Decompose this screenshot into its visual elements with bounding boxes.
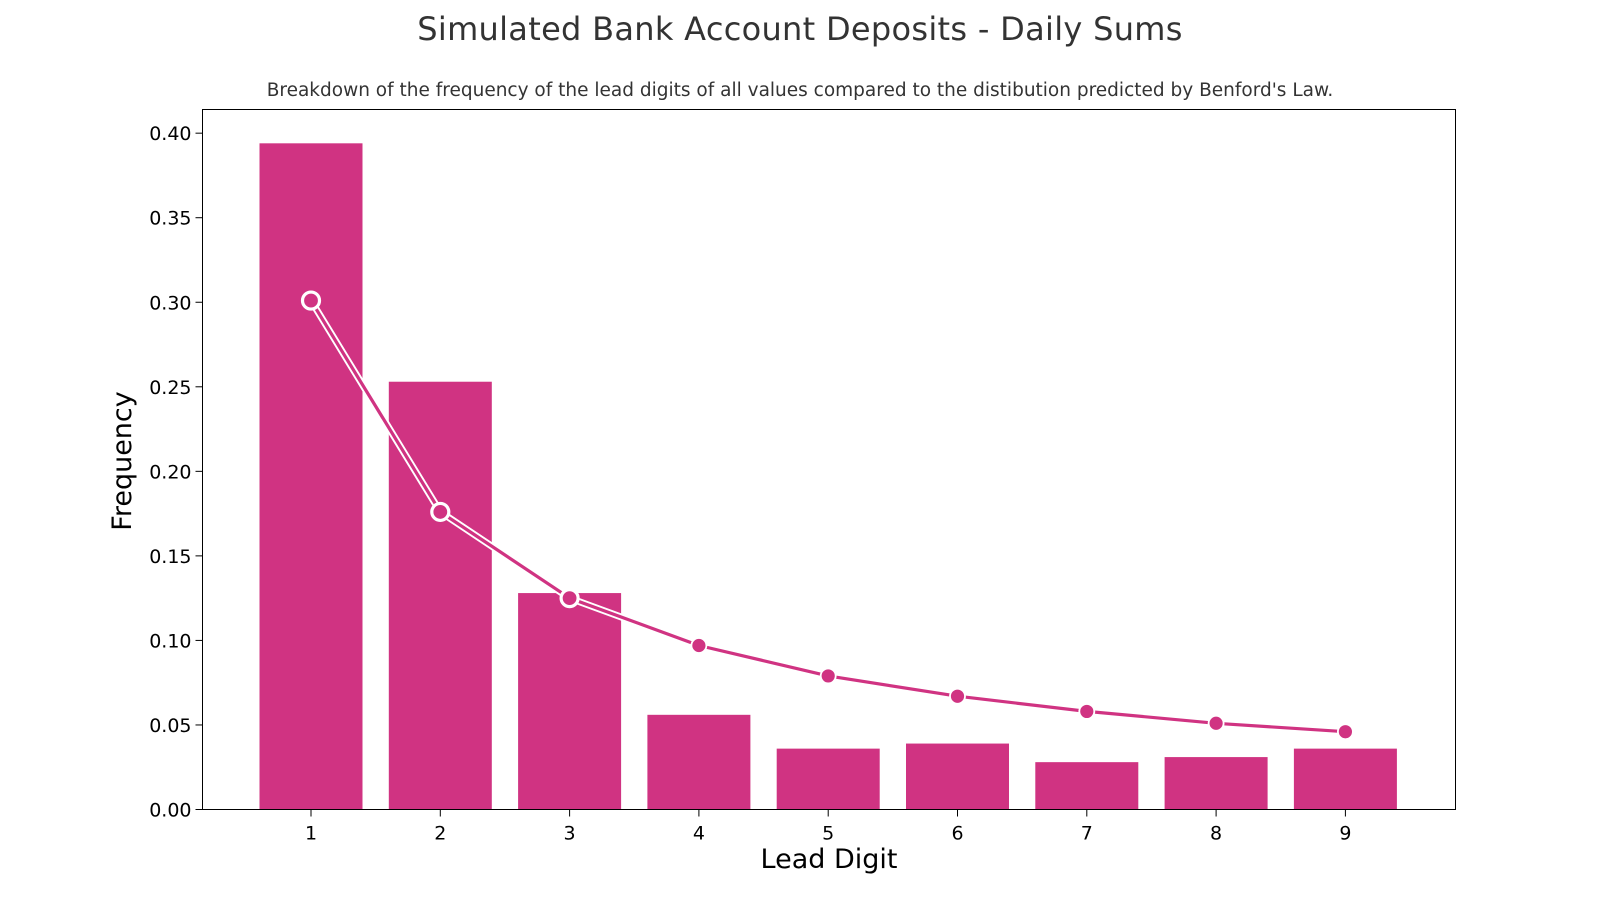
y-axis-label: Frequency [107, 391, 138, 531]
y-tick-label: 0.10 [149, 630, 191, 652]
x-tick-label: 1 [305, 823, 317, 845]
expected-point-digit-4 [690, 637, 708, 654]
bar-digit-6 [906, 743, 1009, 810]
y-tick-label: 0.25 [149, 377, 191, 399]
x-tick-label: 4 [693, 823, 705, 845]
bar-digit-1 [259, 143, 363, 810]
expected-point-digit-6 [949, 687, 966, 705]
chart-title: Simulated Bank Account Deposits - Daily … [417, 10, 1183, 48]
plot-frame [202, 109, 1456, 810]
y-tick-label: 0.20 [149, 461, 191, 483]
y-tick-label: 0.05 [149, 715, 191, 737]
expected-point-digit-7 [1078, 703, 1096, 720]
x-tick-label: 6 [951, 823, 963, 845]
markers-layer [300, 290, 1354, 741]
expected-point-digit-3 [559, 588, 580, 609]
bars-layer [259, 143, 1397, 810]
y-tick-label: 0.00 [149, 800, 191, 822]
expected-point-digit-1 [300, 290, 322, 311]
x-axis-label: Lead Digit [761, 844, 898, 875]
expected-point-digit-5 [819, 667, 837, 685]
x-tick-label: 7 [1081, 823, 1093, 845]
y-tick-label: 0.30 [149, 292, 191, 314]
y-axis: 0.00 0.05 0.10 0.15 0.20 0.25 0.30 0.35 0.40 [149, 123, 203, 822]
bar-digit-4 [647, 714, 751, 810]
x-tick-label: 8 [1210, 823, 1222, 845]
bar-digit-2 [388, 381, 492, 810]
bar-digit-9 [1293, 748, 1397, 810]
expected-point-digit-8 [1207, 714, 1225, 732]
bar-digit-7 [1035, 762, 1139, 810]
x-tick-label: 5 [822, 823, 834, 845]
expected-point-digit-2 [430, 501, 451, 523]
x-axis: 1 2 3 4 5 6 7 8 9 [305, 809, 1351, 845]
y-tick-label: 0.15 [149, 546, 191, 568]
bar-digit-3 [518, 593, 622, 810]
bar-digit-5 [776, 748, 880, 810]
x-tick-label: 9 [1339, 823, 1351, 845]
expected-point-digit-9 [1337, 723, 1354, 741]
chart-subtitle: Breakdown of the frequency of the lead d… [266, 80, 1334, 101]
x-tick-label: 2 [434, 823, 446, 845]
y-tick-label: 0.40 [149, 123, 191, 145]
x-tick-label: 3 [564, 823, 576, 845]
y-tick-label: 0.35 [149, 208, 191, 230]
bar-digit-8 [1164, 757, 1268, 810]
